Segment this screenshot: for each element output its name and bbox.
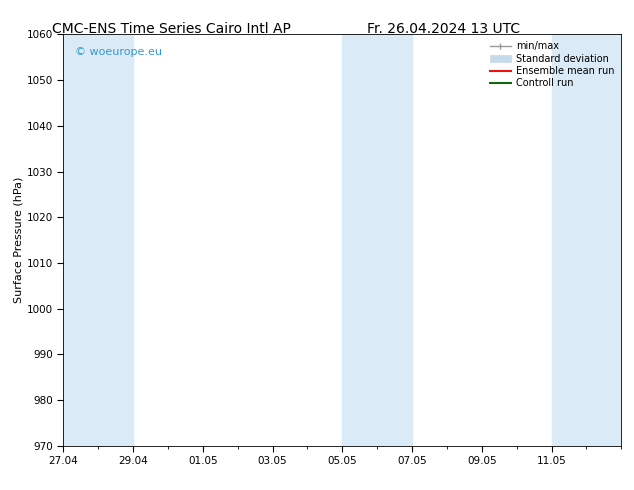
Text: © woeurope.eu: © woeurope.eu [75, 47, 162, 57]
Bar [342, 34, 412, 446]
Text: Fr. 26.04.2024 13 UTC: Fr. 26.04.2024 13 UTC [367, 22, 521, 36]
Text: CMC-ENS Time Series Cairo Intl AP: CMC-ENS Time Series Cairo Intl AP [52, 22, 290, 36]
Title: CMC-ENS Time Series Cairo Intl AP      Fr. 26.04.2024 13 UTC: CMC-ENS Time Series Cairo Intl AP Fr. 26… [0, 489, 1, 490]
Bar [63, 34, 133, 446]
Bar [552, 34, 621, 446]
Legend: min/max, Standard deviation, Ensemble mean run, Controll run: min/max, Standard deviation, Ensemble me… [488, 39, 616, 90]
Y-axis label: Surface Pressure (hPa): Surface Pressure (hPa) [14, 177, 24, 303]
